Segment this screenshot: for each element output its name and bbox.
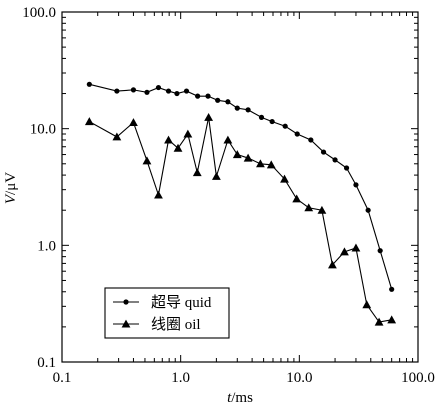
legend-label: 超导 quid <box>151 294 212 311</box>
data-point <box>142 156 152 165</box>
y-tick-label: 100.0 <box>22 5 56 21</box>
series-2 <box>84 112 397 326</box>
legend-entry: 线圈 oil <box>113 316 201 333</box>
data-point <box>245 107 251 113</box>
plot-border <box>61 11 419 363</box>
data-point <box>332 157 338 163</box>
data-point <box>204 112 214 121</box>
data-point <box>154 190 163 199</box>
data-point <box>269 118 275 125</box>
data-point <box>114 88 120 94</box>
legend-entry: 超导 quid <box>113 294 212 311</box>
data-point <box>256 159 265 168</box>
data-point <box>112 132 122 141</box>
data-point <box>211 171 221 180</box>
data-point <box>130 87 137 93</box>
data-point <box>258 114 265 120</box>
data-point <box>377 248 383 254</box>
data-point <box>353 182 359 188</box>
series-layer <box>84 81 397 326</box>
data-point <box>304 203 314 212</box>
x-tick-label: 10.0 <box>286 370 312 386</box>
data-point <box>282 123 288 129</box>
x-axis-unit: /ms <box>231 390 253 406</box>
y-axis-unit: /μV <box>3 172 19 195</box>
data-point <box>195 93 201 99</box>
data-point <box>280 174 289 183</box>
data-point <box>164 135 173 144</box>
data-point <box>129 118 138 126</box>
data-point <box>205 93 211 99</box>
data-point <box>389 286 395 292</box>
data-point <box>173 143 183 152</box>
plot-frame <box>61 11 419 363</box>
data-point <box>223 135 233 144</box>
data-point <box>387 315 397 324</box>
data-point <box>232 150 242 159</box>
legend-swatch-marker <box>123 299 129 305</box>
data-point <box>84 117 94 126</box>
x-tick-label: 100.0 <box>401 370 435 386</box>
data-point <box>155 84 162 91</box>
data-point <box>215 97 221 103</box>
data-point <box>225 99 231 105</box>
y-axis-variable: V <box>3 193 19 204</box>
axis-ticks <box>61 11 419 363</box>
y-tick-label: 0.1 <box>37 355 56 371</box>
data-point <box>365 207 371 213</box>
tick-labels: 0.1 1.0 10.0 100.0 0.1 1.0 10.0 100.0 <box>22 5 435 386</box>
data-point <box>266 160 276 169</box>
data-point <box>294 131 300 137</box>
y-axis-title: V/μV <box>3 172 19 204</box>
data-point <box>374 317 384 326</box>
x-axis-title: t/ms <box>227 390 253 406</box>
data-point <box>308 137 314 143</box>
data-point <box>183 129 193 138</box>
legend-label: 线圈 oil <box>151 316 201 333</box>
y-tick-label: 10.0 <box>30 122 56 138</box>
data-point <box>86 81 92 87</box>
series-line <box>89 83 393 290</box>
data-point <box>292 194 302 203</box>
x-tick-label: 1.0 <box>171 370 190 386</box>
x-tick-label: 0.1 <box>53 370 72 386</box>
data-point <box>183 88 190 94</box>
data-point <box>165 88 172 94</box>
data-point <box>320 149 327 155</box>
data-point <box>174 90 180 97</box>
legend-box <box>104 287 230 339</box>
data-point <box>343 165 350 171</box>
data-point <box>317 205 327 214</box>
data-point <box>362 300 372 309</box>
y-tick-label: 1.0 <box>37 238 56 254</box>
legend: 超导 quid 线圈 oil <box>104 287 230 339</box>
data-point <box>234 105 240 111</box>
data-point <box>192 168 202 177</box>
data-point <box>351 243 361 252</box>
legend-swatch-marker <box>121 319 131 328</box>
data-point <box>340 247 349 256</box>
series-1 <box>86 81 395 292</box>
data-point <box>144 89 150 95</box>
x-axis-variable: t <box>227 390 232 406</box>
data-point <box>328 260 337 269</box>
data-point <box>243 153 253 162</box>
